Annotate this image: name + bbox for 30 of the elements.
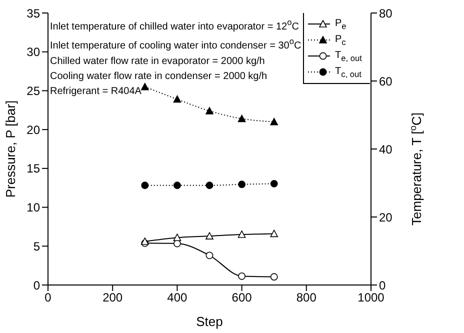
y-tick-label: 0 <box>33 278 40 292</box>
y2-tick-label: 0 <box>379 278 386 292</box>
y2-tick-label: 40 <box>379 142 393 156</box>
x-tick-label: 0 <box>44 290 52 305</box>
x-tick-label: 800 <box>296 290 317 305</box>
y-tick-label: 5 <box>33 239 40 254</box>
annotation: Refrigerant = R404A <box>50 84 142 99</box>
legend-label: T$_{c, out}$ <box>335 66 362 78</box>
y-tick-label: 10 <box>26 200 40 215</box>
legend-label: P$_{e}$ <box>335 18 346 30</box>
x-tick-label: 600 <box>232 290 252 305</box>
legend-label: P$_{c}$ <box>335 34 346 46</box>
y-tick-label: 15 <box>26 162 40 176</box>
y2-tick-label: 60 <box>379 74 393 88</box>
annotation: Inlet temperature of cooling water into condenser = 30$^{o}$C <box>50 35 302 54</box>
y-tick-label: 35 <box>26 6 40 20</box>
y-tick-label: 30 <box>26 45 40 60</box>
x-tick-label: 400 <box>167 290 188 305</box>
y-tick-label: 20 <box>26 122 40 137</box>
y-axis-title: Pressure, P [bar] <box>3 100 18 198</box>
x-tick-label: 200 <box>102 290 123 305</box>
y-tick-label: 25 <box>26 84 40 98</box>
y2-tick-label: 80 <box>379 6 393 20</box>
annotation: Inlet temperature of chilled water into evaporator = 12$^{o}$C <box>50 16 300 34</box>
y2-tick-label: 20 <box>379 210 393 224</box>
annotation: Chilled water flow rate in evaporator = 2000 kg/h <box>50 54 266 69</box>
x-axis-title: Step <box>196 314 223 329</box>
annotation: Cooling water flow rate in condenser = 2000 kg/h <box>50 70 268 84</box>
legend-label: T$_{e, out}$ <box>335 50 362 62</box>
x-tick-label: 1000 <box>358 290 385 305</box>
